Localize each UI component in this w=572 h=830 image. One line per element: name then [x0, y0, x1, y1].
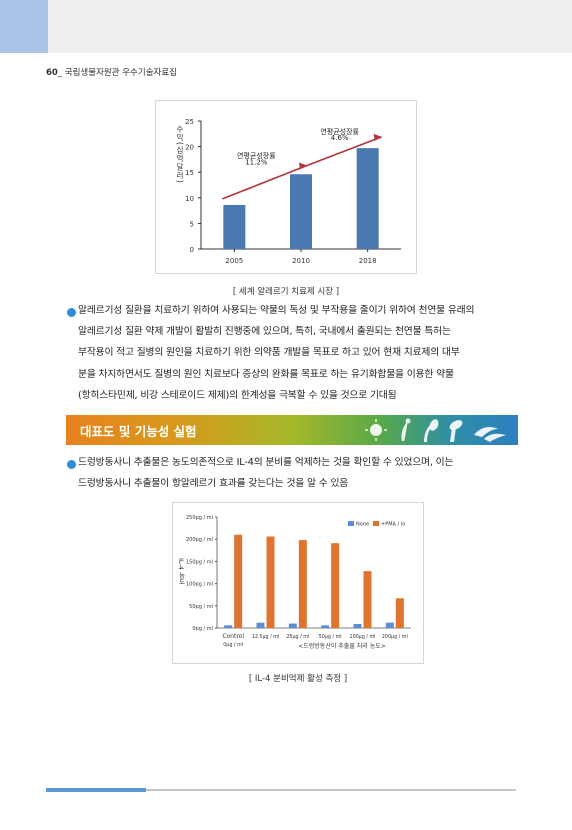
- paragraph1-line: 분을 차지하면서도 질병의 원인 치료보다 증상의 완화를 목표로 하는 유기화…: [78, 368, 454, 380]
- paragraph1-line: (항히스타민제, 비강 스테로이드 제제)의 한계성을 극복할 수 있을 것으로…: [78, 389, 397, 401]
- legend-swatch: [348, 521, 354, 526]
- trend-line: [222, 136, 382, 200]
- x-tick-label: 2018: [359, 257, 377, 265]
- corner-accent: [0, 0, 48, 53]
- y-tick-label: 250pg / ml: [186, 515, 213, 521]
- x-axis-label: <드렁방동산이 추출물 처리 농도>: [298, 642, 386, 650]
- bar-2018: [356, 148, 379, 249]
- y-tick-label: 15: [185, 169, 194, 177]
- x-tick-label: 50μg / ml: [319, 634, 342, 640]
- trend-arrowhead: [299, 162, 307, 170]
- footer-rule: [146, 789, 516, 791]
- bar-2005: [223, 204, 246, 249]
- paragraph1-line: 부작용이 적고 질병의 원인을 치료하기 위한 의약품 개발을 목표로 하고 있…: [78, 347, 460, 359]
- y-axis-label: IL-4 농도: [177, 558, 185, 585]
- extract-result-paragraph: 드렁방동사니 추출물은 농도의존적으로 IL-4의 분비를 억제하는 것을 확인…: [66, 452, 518, 494]
- section-title: 대표도 및 기능성 실험: [80, 424, 197, 439]
- y-axis-label: 수익(십억달러): [176, 125, 185, 184]
- bar-pma-5: [395, 598, 404, 628]
- x-tick-label: 25μg / ml: [286, 634, 309, 640]
- il4-chart-frame: 0pg / ml 50pg / ml 100pg / ml 150pg / ml 200…: [172, 502, 424, 664]
- bar-none-5: [385, 622, 394, 628]
- allergy-drug-paragraph: 알레르기성 질환을 치료하기 위하여 사용되는 약물의 독성 및 부작용을 줄이…: [66, 300, 518, 406]
- bar-none-0: [224, 625, 233, 628]
- document-title: 국립생물자원관 우수기술자료집: [64, 68, 177, 78]
- y-tick-label: 25: [185, 118, 194, 126]
- bar-pma-2: [298, 540, 307, 628]
- legend-label: None: [356, 522, 369, 528]
- growth-annotation-label: 연평균성장률: [320, 127, 359, 136]
- page-header: 60_ 국립생물자원관 우수기술자료집: [46, 68, 177, 78]
- bar-pma-0: [234, 534, 243, 628]
- growth-annotation-value: 4.6%: [331, 134, 349, 142]
- bar-pma-3: [331, 543, 340, 628]
- nature-decoration-icon: [365, 418, 506, 442]
- bar-none-2: [288, 623, 297, 628]
- figure1-caption: [ 세계 알레르기 치료제 시장 ]: [232, 287, 340, 297]
- legend-swatch: [373, 521, 379, 526]
- bullet-icon: [67, 308, 76, 317]
- growth-annotation-label: 연평균성장률: [237, 151, 276, 160]
- y-tick-label: 150pg / ml: [186, 559, 213, 565]
- x-tick-label: 12.5μg / ml: [252, 634, 279, 640]
- paragraph2-line: 드렁방동사니 추출물은 농도의존적으로 IL-4의 분비를 억제하는 것을 확인…: [78, 457, 454, 468]
- bar-none-1: [256, 622, 265, 628]
- x-tick-label: 200μg / ml: [382, 634, 408, 640]
- legend-label: +PMA / Io: [381, 522, 405, 528]
- paragraph1-line: 알레르기성 질환 약제 개발이 활발히 진행중에 있으며, 특히, 국내에서 출…: [78, 326, 451, 338]
- y-tick-label: 0pg / ml: [192, 626, 213, 632]
- bar-pma-4: [363, 571, 372, 628]
- il4-chart: 0pg / ml 50pg / ml 100pg / ml 150pg / ml 200…: [177, 515, 411, 650]
- figure2-caption: [ IL-4 분비억제 활성 측정 ]: [248, 674, 348, 684]
- y-tick-label: 10: [185, 195, 194, 203]
- x-tick-label: 100μg / ml: [350, 634, 376, 640]
- section-banner: 대표도 및 기능성 실험: [66, 415, 518, 445]
- bar-none-3: [321, 625, 330, 628]
- paragraph1-line: 알레르기성 질환을 치료하기 위하여 사용되는 약물의 독성 및 부작용을 줄이…: [78, 305, 475, 316]
- footer-accent-line: [46, 788, 146, 792]
- y-tick-label: 20: [185, 144, 194, 152]
- bullet-icon: [67, 460, 76, 469]
- y-tick-label: 200pg / ml: [186, 537, 213, 543]
- y-tick-label: 5: [190, 220, 194, 228]
- x-tick-label: Control: [222, 633, 244, 640]
- x-tick-label: 2010: [292, 257, 310, 265]
- y-tick-label: 0: [190, 246, 194, 254]
- top-banner: [0, 0, 572, 53]
- x-tick-label: 2005: [225, 257, 243, 265]
- page-number: 60: [46, 68, 58, 78]
- bar-pma-1: [266, 536, 275, 628]
- trend-arrowhead: [373, 133, 382, 141]
- control-sublabel: 0μg / ml: [223, 642, 243, 648]
- bar-none-4: [353, 624, 362, 628]
- bar-2010: [290, 174, 312, 249]
- market-chart-frame: 0 5 10 15 20 25 수익(십억달러) 2005 2010 2018 연평균성장률 11.…: [155, 100, 417, 274]
- paragraph2-line: 드렁방동사니 추출물이 항알레르기 효과를 갖는다는 것을 알 수 있음: [78, 478, 349, 490]
- growth-annotation-value: 11.2%: [245, 159, 268, 167]
- y-tick-label: 100pg / ml: [186, 582, 213, 588]
- y-tick-label: 50pg / ml: [189, 604, 213, 610]
